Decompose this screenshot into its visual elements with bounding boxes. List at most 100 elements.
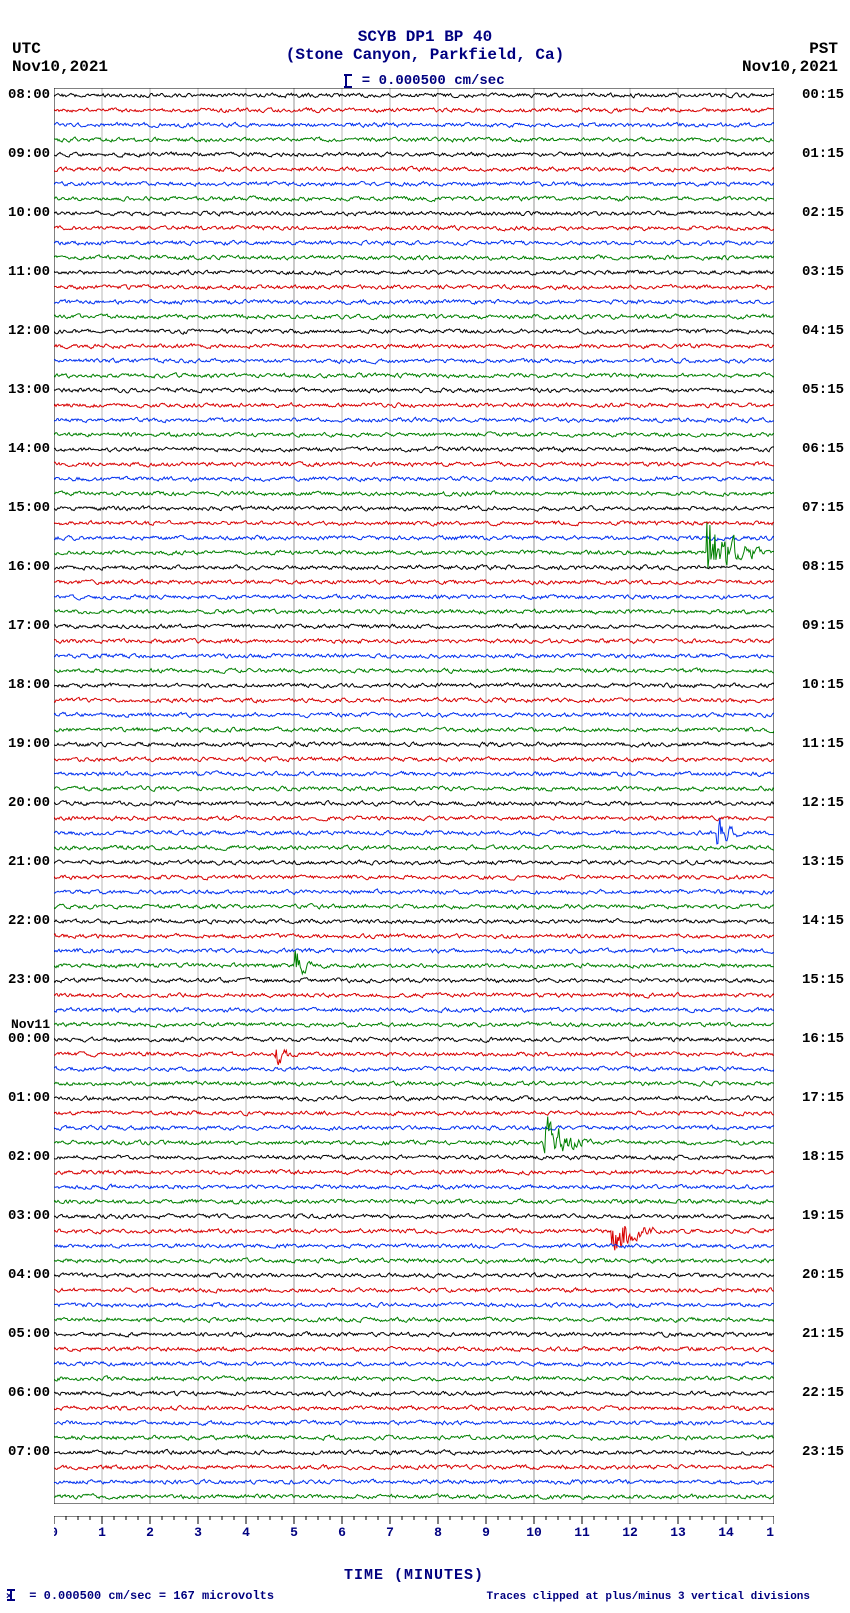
trace xyxy=(54,727,774,733)
utc-hour-label: 10:00 xyxy=(0,206,50,220)
pst-hour-label: 17:15 xyxy=(802,1091,850,1105)
x-tick-label: 12 xyxy=(622,1525,638,1538)
trace xyxy=(54,1420,774,1425)
trace xyxy=(54,1125,774,1131)
trace xyxy=(54,1317,774,1322)
trace xyxy=(54,1199,774,1204)
utc-hour-label: 13:00 xyxy=(0,383,50,397)
trace xyxy=(54,1391,774,1396)
trace xyxy=(54,225,774,230)
trace xyxy=(54,344,774,349)
pst-hour-label: 06:15 xyxy=(802,442,850,456)
station-title: SCYB DP1 BP 40 xyxy=(0,28,850,46)
x-tick-label: 1 xyxy=(98,1525,106,1538)
trace xyxy=(54,1494,774,1500)
trace xyxy=(54,933,774,938)
trace xyxy=(54,476,774,481)
pst-hour-label: 18:15 xyxy=(802,1150,850,1164)
pst-hour-label: 05:15 xyxy=(802,383,850,397)
trace xyxy=(54,1111,774,1116)
trace xyxy=(54,211,774,216)
trace xyxy=(54,638,774,643)
x-tick-label: 7 xyxy=(386,1525,394,1538)
trace xyxy=(54,1376,774,1381)
trace xyxy=(54,196,774,202)
footer: × = 0.000500 cm/sec = 167 microvolts Tra… xyxy=(0,1587,850,1603)
pst-hour-label: 00:15 xyxy=(802,88,850,102)
utc-hour-label: 05:00 xyxy=(0,1327,50,1341)
utc-hour-label: 23:00 xyxy=(0,973,50,987)
trace xyxy=(54,1243,774,1248)
trace xyxy=(54,1435,774,1440)
pst-hour-label: 23:15 xyxy=(802,1445,850,1459)
x-axis: 0123456789101112131415 TIME (MINUTES) xyxy=(54,1516,774,1584)
trace xyxy=(54,535,774,540)
utc-hour-label: 00:00 xyxy=(0,1032,50,1046)
trace xyxy=(54,756,774,761)
pst-hour-label: 04:15 xyxy=(802,324,850,338)
trace xyxy=(54,1479,774,1484)
trace xyxy=(54,1332,774,1338)
utc-hour-label: 22:00 xyxy=(0,914,50,928)
trace xyxy=(54,1302,774,1308)
trace xyxy=(54,977,774,982)
trace xyxy=(54,1258,774,1264)
x-tick-label: 10 xyxy=(526,1525,542,1538)
trace xyxy=(54,388,774,393)
trace xyxy=(54,565,774,571)
plot-header: SCYB DP1 BP 40 (Stone Canyon, Parkfield,… xyxy=(0,28,850,90)
pst-time-labels: 00:1501:1502:1503:1504:1505:1506:1507:15… xyxy=(798,88,850,1504)
utc-hour-label: 02:00 xyxy=(0,1150,50,1164)
x-tick-label: 13 xyxy=(670,1525,686,1538)
trace xyxy=(54,1037,774,1043)
trace xyxy=(54,255,774,261)
pst-hour-label: 16:15 xyxy=(802,1032,850,1046)
trace xyxy=(54,1007,774,1012)
x-tick-label: 0 xyxy=(54,1525,58,1538)
x-tick-label: 14 xyxy=(718,1525,734,1538)
x-tick-label: 2 xyxy=(146,1525,154,1538)
scale-line: = 0.000500 cm/sec xyxy=(0,70,850,90)
utc-hour-label: 03:00 xyxy=(0,1209,50,1223)
utc-hour-label: 12:00 xyxy=(0,324,50,338)
trace xyxy=(54,432,774,437)
trace xyxy=(54,299,774,304)
utc-date-label: Nov11 xyxy=(0,1018,50,1032)
trace xyxy=(54,329,774,334)
trace xyxy=(54,904,774,910)
trace xyxy=(54,818,774,844)
seismogram-page: UTC Nov10,2021 PST Nov10,2021 SCYB DP1 B… xyxy=(0,0,850,1613)
utc-hour-label: 21:00 xyxy=(0,855,50,869)
seismogram-plot xyxy=(54,88,774,1504)
utc-hour-label: 15:00 xyxy=(0,501,50,515)
trace xyxy=(54,240,774,245)
utc-hour-label: 06:00 xyxy=(0,1386,50,1400)
trace xyxy=(54,491,774,497)
trace xyxy=(54,786,774,792)
trace xyxy=(54,506,774,511)
trace xyxy=(54,889,774,895)
trace xyxy=(54,181,774,186)
scale-text: = 0.000500 cm/sec xyxy=(353,73,504,89)
trace xyxy=(54,1081,774,1086)
trace xyxy=(54,742,774,747)
pst-hour-label: 07:15 xyxy=(802,501,850,515)
trace xyxy=(54,403,774,408)
utc-hour-label: 08:00 xyxy=(0,88,50,102)
x-tick-label: 5 xyxy=(290,1525,298,1538)
trace xyxy=(54,668,774,674)
trace xyxy=(54,860,774,865)
trace xyxy=(54,579,774,585)
trace xyxy=(54,447,774,452)
trace xyxy=(54,875,774,881)
trace xyxy=(54,1465,774,1470)
trace xyxy=(54,373,774,379)
station-subtitle: (Stone Canyon, Parkfield, Ca) xyxy=(0,46,850,64)
trace xyxy=(54,697,774,702)
footer-left-text: = 0.000500 cm/sec = 167 microvolts xyxy=(22,1589,274,1603)
utc-hour-label: 01:00 xyxy=(0,1091,50,1105)
trace xyxy=(54,948,774,954)
x-tick-label: 11 xyxy=(574,1525,590,1538)
utc-hour-label: 20:00 xyxy=(0,796,50,810)
seismogram-svg xyxy=(54,88,774,1504)
